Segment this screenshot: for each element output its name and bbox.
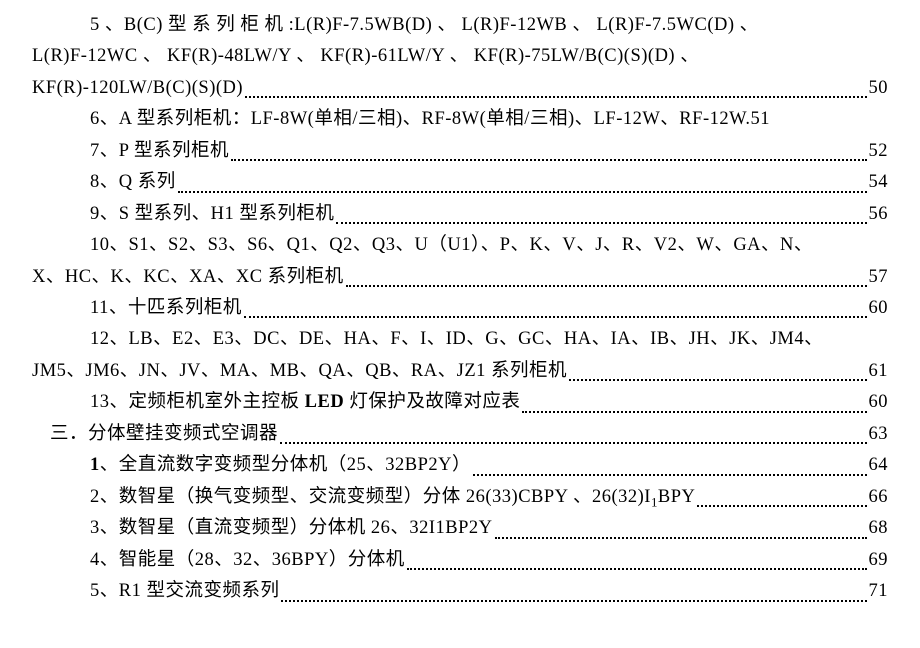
- toc-page-number: 60: [869, 387, 889, 418]
- toc-label: 5、R1 型交流变频系列: [90, 576, 279, 607]
- toc-leader: [407, 568, 867, 570]
- toc-section: 三．分体壁挂变频式空调器 63: [32, 419, 888, 450]
- toc-entry: 6、A 型系列柜机：LF-8W(单相/三相)、RF-8W(单相/三相)、LF-1…: [32, 104, 888, 135]
- toc-label: 三．分体壁挂变频式空调器: [50, 419, 278, 450]
- toc-page-number: 63: [869, 419, 889, 450]
- toc-leader: [281, 600, 866, 602]
- toc-entry: 11、十匹系列柜机 60: [32, 293, 888, 324]
- toc-page-number: 71: [869, 576, 889, 607]
- toc-label: KF(R)-120LW/B(C)(S)(D): [32, 73, 243, 104]
- toc-entry: 13、定频柜机室外主控板 LED 灯保护及故障对应表 60: [32, 387, 888, 418]
- toc-label: 11、十匹系列柜机: [90, 293, 242, 324]
- toc-entry: 8、Q 系列 54: [32, 167, 888, 198]
- toc-leader: [697, 505, 866, 507]
- toc-entry: 4、智能星（28、32、36BPY）分体机 69: [32, 545, 888, 576]
- toc-label: 1、全直流数字变频型分体机（25、32BP2Y）: [90, 450, 471, 481]
- toc-page-number: 52: [869, 136, 889, 167]
- toc-page-number: 66: [869, 482, 889, 513]
- toc-leader: [569, 379, 866, 381]
- toc-label: 13、定频柜机室外主控板 LED 灯保护及故障对应表: [90, 387, 520, 418]
- toc-entry: X、HC、K、KC、XA、XC 系列柜机 57: [32, 262, 888, 293]
- toc-leader: [244, 316, 867, 318]
- toc-label: 2、数智星（换气变频型、交流变频型）分体 26(33)CBPY 、26(32)I…: [90, 482, 695, 514]
- toc-page-number: 64: [869, 450, 889, 481]
- toc-page: 5 、B(C) 型 系 列 柜 机 :L(R)F-7.5WB(D) 、 L(R)…: [0, 0, 920, 648]
- toc-label: 3、数智星（直流变频型）分体机 26、32I1BP2Y: [90, 513, 493, 544]
- toc-label: 9、S 型系列、H1 型系列柜机: [90, 199, 334, 230]
- toc-leader: [346, 285, 867, 287]
- toc-label: JM5、JM6、JN、JV、MA、MB、QA、QB、RA、JZ1 系列柜机: [32, 356, 567, 387]
- toc-entry: 2、数智星（换气变频型、交流变频型）分体 26(33)CBPY 、26(32)I…: [32, 482, 888, 514]
- toc-entry: JM5、JM6、JN、JV、MA、MB、QA、QB、RA、JZ1 系列柜机 61: [32, 356, 888, 387]
- toc-entry: 7、P 型系列柜机 52: [32, 136, 888, 167]
- toc-page-number: 68: [869, 513, 889, 544]
- toc-page-number: 60: [869, 293, 889, 324]
- toc-leader: [522, 411, 866, 413]
- toc-label: 6、A 型系列柜机：LF-8W(单相/三相)、RF-8W(单相/三相)、LF-1…: [90, 104, 751, 135]
- toc-leader: [495, 537, 867, 539]
- toc-line: L(R)F-12WC 、 KF(R)-48LW/Y 、 KF(R)-61LW/Y…: [32, 41, 888, 72]
- toc-page-number: 56: [869, 199, 889, 230]
- toc-label: X、HC、K、KC、XA、XC 系列柜机: [32, 262, 344, 293]
- toc-page-number: 61: [869, 356, 889, 387]
- toc-line: 10、S1、S2、S3、S6、Q1、Q2、Q3、U（U1）、P、K、V、J、R、…: [32, 230, 888, 261]
- toc-line: 5 、B(C) 型 系 列 柜 机 :L(R)F-7.5WB(D) 、 L(R)…: [32, 10, 888, 41]
- toc-leader: [473, 474, 867, 476]
- toc-leader: [336, 222, 866, 224]
- toc-line: 12、LB、E2、E3、DC、DE、HA、F、I、ID、G、GC、HA、IA、I…: [32, 324, 888, 355]
- toc-entry: 1、全直流数字变频型分体机（25、32BP2Y） 64: [32, 450, 888, 481]
- toc-entry: KF(R)-120LW/B(C)(S)(D) 50: [32, 73, 888, 104]
- toc-page-number: 54: [869, 167, 889, 198]
- toc-page-number: 69: [869, 545, 889, 576]
- toc-label: 8、Q 系列: [90, 167, 176, 198]
- toc-entry: 3、数智星（直流变频型）分体机 26、32I1BP2Y 68: [32, 513, 888, 544]
- toc-leader: [245, 96, 866, 98]
- toc-page-number: 51: [751, 104, 771, 135]
- toc-page-number: 50: [869, 73, 889, 104]
- toc-label: 4、智能星（28、32、36BPY）分体机: [90, 545, 405, 576]
- toc-leader: [178, 191, 867, 193]
- toc-leader: [231, 159, 867, 161]
- toc-page-number: 57: [869, 262, 889, 293]
- toc-leader: [280, 442, 866, 444]
- toc-entry: 9、S 型系列、H1 型系列柜机 56: [32, 199, 888, 230]
- toc-entry: 5、R1 型交流变频系列 71: [32, 576, 888, 607]
- toc-label: 7、P 型系列柜机: [90, 136, 229, 167]
